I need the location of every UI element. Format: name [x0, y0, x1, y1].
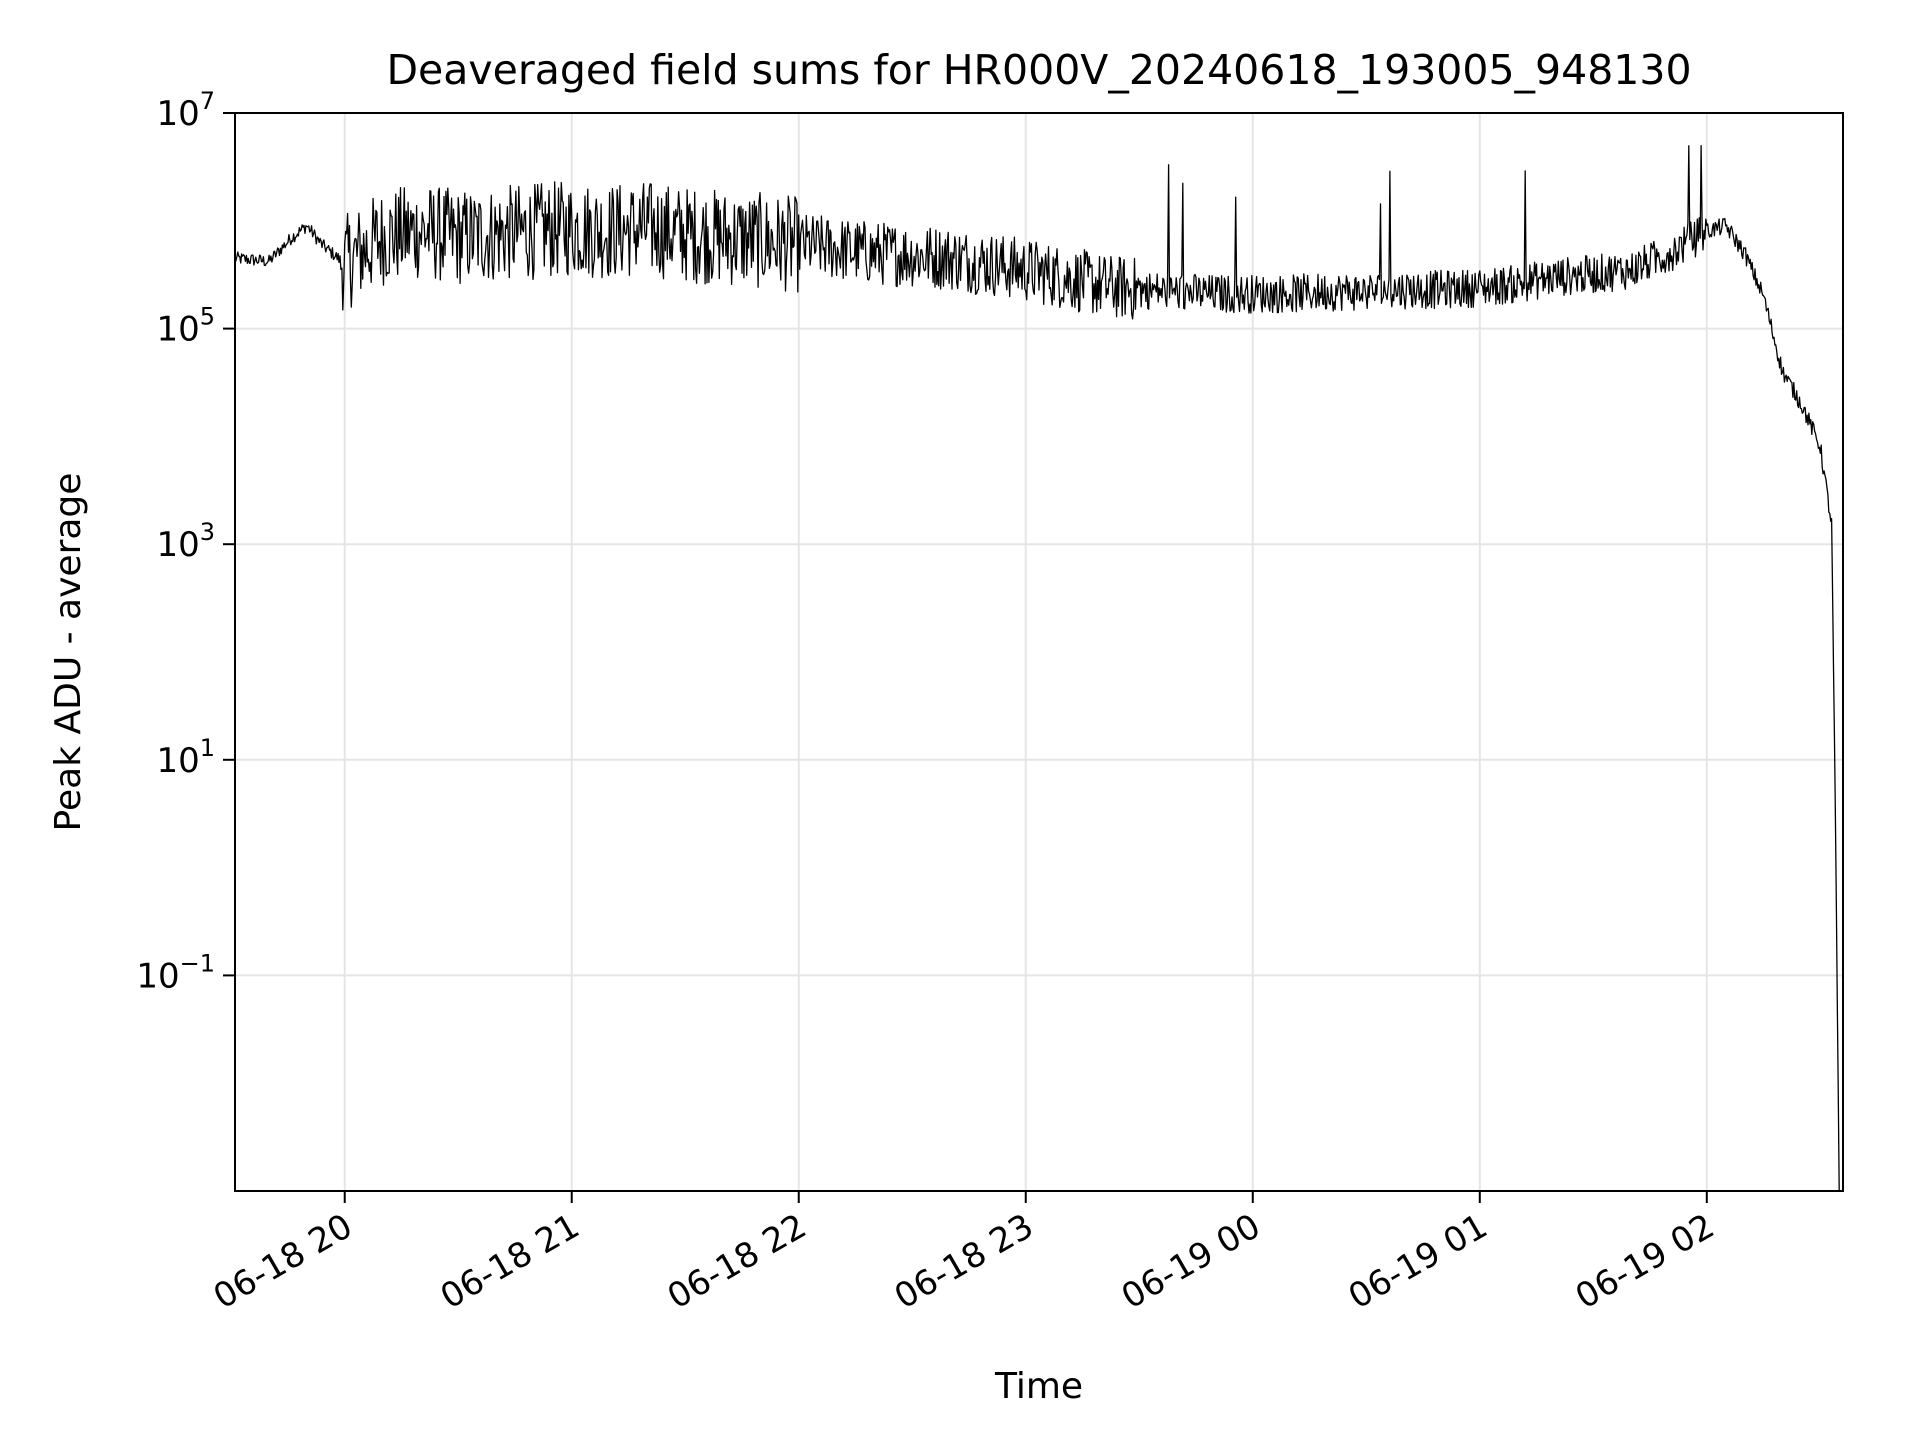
y-tick-label: 107 — [156, 87, 215, 134]
x-axis-label: Time — [994, 1366, 1083, 1407]
series-line — [234, 144, 1840, 1192]
chart-title: Deaveraged field sums for HR000V_2024061… — [386, 46, 1691, 94]
y-axis: 107 105 103 101 10−1 — [136, 87, 235, 996]
y-tick-label: 101 — [156, 734, 215, 781]
y-tick-label: 103 — [156, 518, 215, 565]
y-axis-label: Peak ADU - average — [48, 473, 89, 832]
plot-frame — [234, 112, 1844, 1192]
y-tick-label: 105 — [156, 303, 215, 350]
grid — [235, 112, 1843, 1191]
y-tick-label: 10−1 — [136, 949, 215, 996]
